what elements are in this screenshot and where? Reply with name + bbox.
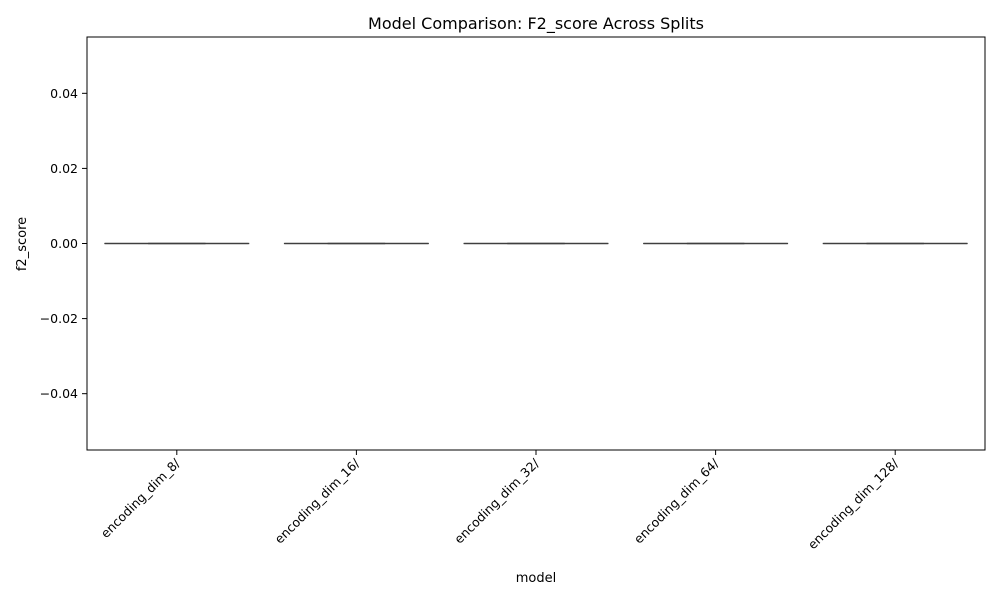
- x-axis-label: model: [516, 571, 556, 586]
- y-tick-label: 0.04: [50, 86, 78, 101]
- y-tick-label: 0.02: [50, 161, 78, 176]
- y-tick-label: −0.04: [40, 386, 78, 401]
- y-tick-label: 0.00: [50, 236, 78, 251]
- y-axis: −0.04 −0.02 0.00 0.02 0.04: [40, 86, 87, 401]
- x-tick-label: encoding_dim_8/: [98, 455, 184, 541]
- x-tick-label: encoding_dim_64/: [631, 455, 722, 546]
- x-axis: encoding_dim_8/encoding_dim_16/encoding_…: [98, 450, 902, 552]
- y-axis-label: f2_score: [15, 217, 30, 271]
- y-tick-label: −0.02: [40, 311, 78, 326]
- x-tick-label: encoding_dim_16/: [272, 455, 363, 546]
- x-tick-label: encoding_dim_32/: [451, 455, 542, 546]
- x-tick-label: encoding_dim_128/: [805, 455, 902, 552]
- chart-title: Model Comparison: F2_score Across Splits: [368, 14, 704, 34]
